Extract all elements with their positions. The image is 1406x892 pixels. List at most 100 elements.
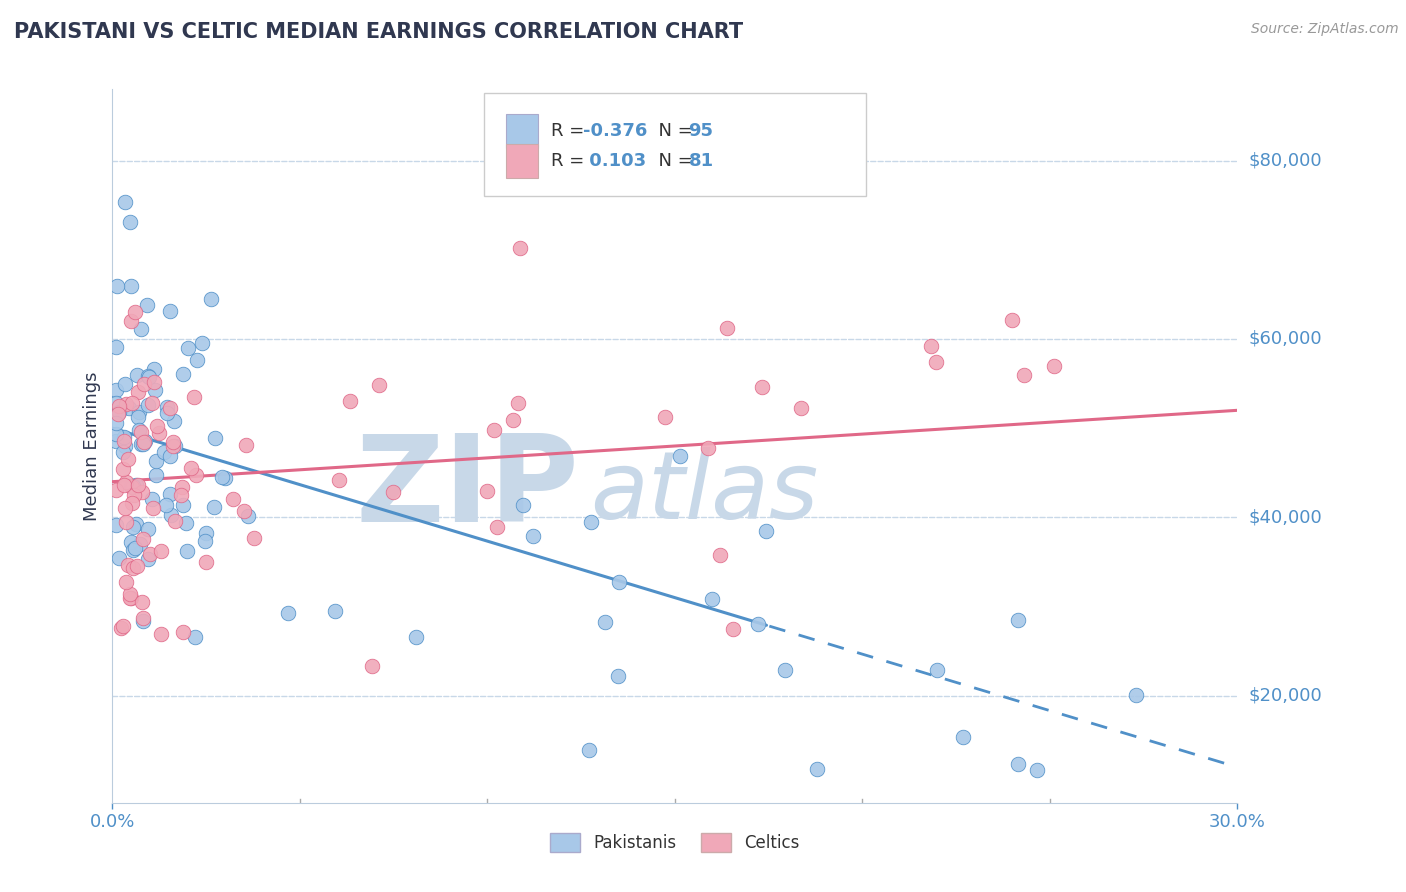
Point [136,298,159,312]
Point [277,606,299,620]
Point [747,616,769,631]
Point [1012,368,1035,382]
Point [721,622,744,636]
Point [579,515,602,529]
Text: ZIP: ZIP [356,430,579,548]
Point [522,529,544,543]
Point [193,534,215,549]
Point [180,461,202,475]
Point [156,400,179,414]
Point [1007,613,1029,627]
Text: -0.376: -0.376 [582,122,647,140]
Point [773,663,796,677]
Point [141,396,163,410]
Point [105,518,128,533]
Point [162,439,184,453]
Point [405,630,427,644]
Text: R =: R = [551,153,591,170]
Point [952,730,974,744]
Point [114,439,136,453]
Point [122,520,145,534]
Point [120,479,142,493]
Point [128,423,150,437]
Point [578,742,600,756]
Point [136,522,159,536]
Point [920,339,942,353]
Point [112,430,135,444]
Point [127,478,149,492]
Point [170,488,193,502]
Point [136,398,159,412]
Point [125,558,148,573]
Point [114,377,136,392]
Point [172,625,194,640]
Point [122,561,145,575]
Point [125,516,148,531]
Point [134,434,156,449]
Point [150,626,173,640]
Point [176,516,198,531]
Text: atlas: atlas [591,447,818,538]
Point [152,444,174,458]
Point [696,441,718,455]
Point [482,423,505,437]
Point [131,437,153,451]
Point [127,410,149,425]
Point [120,279,142,293]
Point [141,492,163,507]
Point [115,397,138,411]
Point [145,453,167,467]
Text: $80,000: $80,000 [1249,152,1322,169]
Point [159,303,181,318]
FancyBboxPatch shape [484,93,866,196]
Point [163,414,186,428]
Point [124,541,146,556]
Point [475,484,498,499]
Point [172,498,194,512]
Text: N =: N = [647,153,699,170]
Point [120,591,142,605]
Point [172,368,194,382]
Point [129,537,152,551]
Point [716,321,738,335]
Point [925,354,948,368]
Point [339,393,361,408]
Point [150,544,173,558]
Point [111,462,134,476]
Point [1125,688,1147,702]
Point [200,292,222,306]
Point [709,548,731,562]
Point [132,611,155,625]
Point [111,445,134,459]
Point [110,621,132,635]
Point [118,401,141,416]
Point [211,470,233,484]
Point [142,362,165,376]
Point [105,417,128,431]
Legend: Pakistanis, Celtics: Pakistanis, Celtics [543,826,807,859]
Text: $60,000: $60,000 [1249,330,1322,348]
Point [195,555,218,569]
Point [233,504,256,518]
Point [191,336,214,351]
Point [1001,313,1024,327]
Point [120,535,142,549]
Point [142,501,165,516]
Point [121,496,143,510]
Point [143,376,166,390]
Point [143,383,166,397]
Point [607,669,630,683]
Text: 95: 95 [689,122,713,140]
Point [120,591,142,605]
Point [172,480,194,494]
Point [129,321,152,335]
Text: $20,000: $20,000 [1249,687,1322,705]
Point [360,658,382,673]
Point [806,762,828,776]
Point [486,520,509,534]
Point [146,419,169,434]
Point [238,509,260,524]
Point [755,524,778,539]
Point [1042,359,1064,373]
Point [131,425,153,439]
